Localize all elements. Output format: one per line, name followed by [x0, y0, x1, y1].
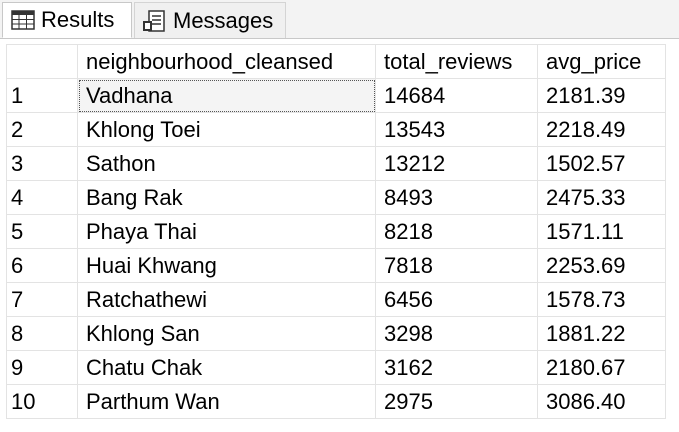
- table-row[interactable]: 7 Ratchathewi 6456 1578.73: [6, 282, 666, 317]
- total-reviews-cell[interactable]: 2975: [375, 384, 538, 419]
- row-number-cell[interactable]: 2: [6, 112, 78, 147]
- table-row[interactable]: 10 Parthum Wan 2975 3086.40: [6, 384, 666, 419]
- column-header-total-reviews[interactable]: total_reviews: [375, 44, 538, 79]
- total-reviews-cell[interactable]: 3298: [375, 316, 538, 351]
- avg-price-cell[interactable]: 1502.57: [537, 146, 666, 181]
- avg-price-cell[interactable]: 2180.67: [537, 350, 666, 385]
- table-row[interactable]: 1 Vadhana 14684 2181.39: [6, 78, 666, 113]
- results-grid-container: neighbourhood_cleansed total_reviews avg…: [6, 44, 666, 419]
- avg-price-cell[interactable]: 3086.40: [537, 384, 666, 419]
- header-row: neighbourhood_cleansed total_reviews avg…: [6, 44, 666, 79]
- total-reviews-cell[interactable]: 13543: [375, 112, 538, 147]
- total-reviews-cell[interactable]: 8218: [375, 214, 538, 249]
- tab-messages[interactable]: Messages: [134, 2, 286, 38]
- grid-icon: [11, 10, 35, 30]
- avg-price-cell[interactable]: 1881.22: [537, 316, 666, 351]
- total-reviews-cell[interactable]: 8493: [375, 180, 538, 215]
- table-row[interactable]: 4 Bang Rak 8493 2475.33: [6, 180, 666, 215]
- neighbourhood-cell[interactable]: Khlong Toei: [77, 112, 376, 147]
- row-number-cell[interactable]: 6: [6, 248, 78, 283]
- document-icon: [141, 9, 167, 33]
- avg-price-cell[interactable]: 1578.73: [537, 282, 666, 317]
- row-number-cell[interactable]: 8: [6, 316, 78, 351]
- total-reviews-cell[interactable]: 14684: [375, 78, 538, 113]
- table-row[interactable]: 3 Sathon 13212 1502.57: [6, 146, 666, 181]
- row-number-cell[interactable]: 5: [6, 214, 78, 249]
- neighbourhood-cell[interactable]: Chatu Chak: [77, 350, 376, 385]
- table-row[interactable]: 9 Chatu Chak 3162 2180.67: [6, 350, 666, 385]
- row-number-cell[interactable]: 9: [6, 350, 78, 385]
- row-number-cell[interactable]: 7: [6, 282, 78, 317]
- row-number-cell[interactable]: 10: [6, 384, 78, 419]
- avg-price-cell[interactable]: 2218.49: [537, 112, 666, 147]
- neighbourhood-cell[interactable]: Bang Rak: [77, 180, 376, 215]
- tab-messages-label: Messages: [173, 7, 274, 33]
- neighbourhood-cell[interactable]: Vadhana: [77, 78, 376, 113]
- row-number-cell[interactable]: 4: [6, 180, 78, 215]
- column-header-neighbourhood-cleansed[interactable]: neighbourhood_cleansed: [77, 44, 376, 79]
- table-row[interactable]: 6 Huai Khwang 7818 2253.69: [6, 248, 666, 283]
- tab-results-label: Results: [41, 7, 115, 32]
- total-reviews-cell[interactable]: 7818: [375, 248, 538, 283]
- row-number-cell[interactable]: 3: [6, 146, 78, 181]
- row-number-cell[interactable]: 1: [6, 78, 78, 113]
- table-row[interactable]: 8 Khlong San 3298 1881.22: [6, 316, 666, 351]
- avg-price-cell[interactable]: 2181.39: [537, 78, 666, 113]
- neighbourhood-cell[interactable]: Ratchathewi: [77, 282, 376, 317]
- neighbourhood-cell[interactable]: Sathon: [77, 146, 376, 181]
- row-number-header[interactable]: [6, 44, 78, 79]
- total-reviews-cell[interactable]: 3162: [375, 350, 538, 385]
- tab-results[interactable]: Results: [2, 2, 132, 38]
- table-row[interactable]: 5 Phaya Thai 8218 1571.11: [6, 214, 666, 249]
- total-reviews-cell[interactable]: 13212: [375, 146, 538, 181]
- avg-price-cell[interactable]: 1571.11: [537, 214, 666, 249]
- total-reviews-cell[interactable]: 6456: [375, 282, 538, 317]
- table-row[interactable]: 2 Khlong Toei 13543 2218.49: [6, 112, 666, 147]
- results-grid[interactable]: neighbourhood_cleansed total_reviews avg…: [6, 44, 666, 419]
- neighbourhood-cell[interactable]: Phaya Thai: [77, 214, 376, 249]
- results-tab-bar: Results Messages: [0, 0, 679, 39]
- neighbourhood-cell[interactable]: Parthum Wan: [77, 384, 376, 419]
- avg-price-cell[interactable]: 2475.33: [537, 180, 666, 215]
- avg-price-cell[interactable]: 2253.69: [537, 248, 666, 283]
- neighbourhood-cell[interactable]: Huai Khwang: [77, 248, 376, 283]
- neighbourhood-cell[interactable]: Khlong San: [77, 316, 376, 351]
- column-header-avg-price[interactable]: avg_price: [537, 44, 666, 79]
